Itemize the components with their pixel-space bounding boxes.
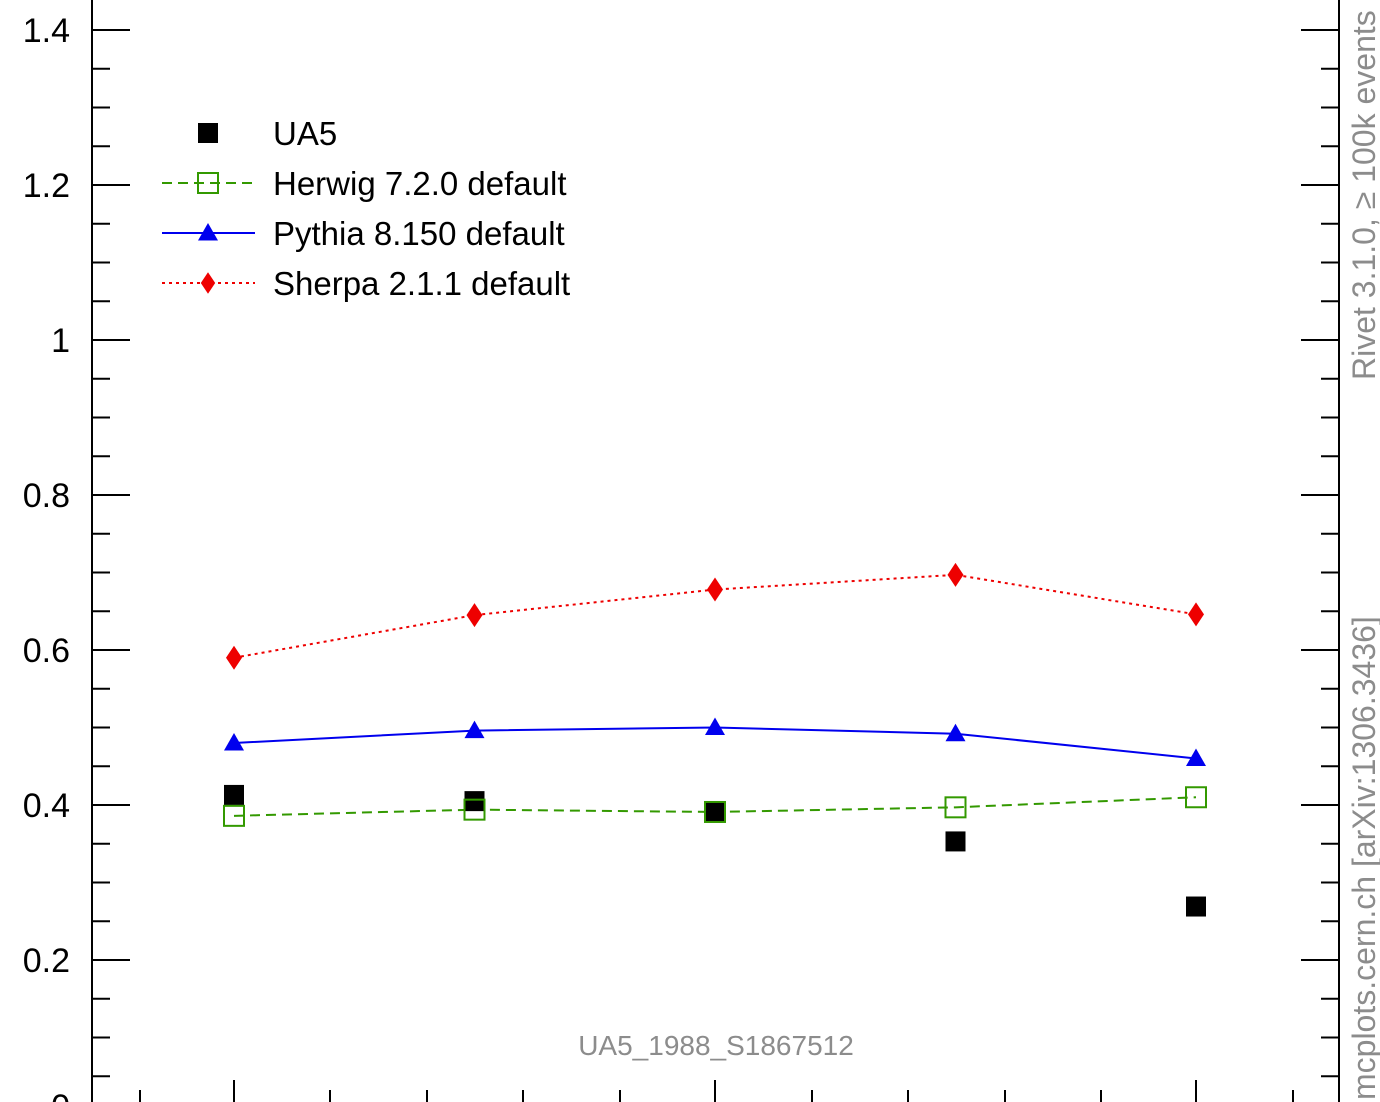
y-tick-label: 0.8 — [23, 477, 70, 515]
data-point-3-2 — [707, 577, 723, 602]
legend: UA5 Herwig 7.2.0 default Pythia 8.150 defa… — [162, 115, 570, 302]
data-point-1-4 — [1185, 786, 1207, 809]
data-point-2-4 — [1186, 748, 1206, 766]
data-point-3-1 — [466, 603, 483, 628]
side-text-bottom: mcplots.cern.ch [arXiv:1306.3436] — [1346, 616, 1380, 1100]
data-point-1-3-box — [944, 796, 967, 819]
legend-label-3: Sherpa 2.1.1 default — [273, 265, 570, 302]
data-point-1-0 — [223, 804, 245, 827]
y-tick-label: 0.6 — [23, 632, 70, 670]
y-ticks: 0.2 0.4 0.6 0.8 1 1.2 1.4 0 — [23, 12, 1339, 1102]
y-tick-label: 1.4 — [23, 12, 70, 50]
data-point-2-2 — [705, 717, 725, 735]
data-point-0-1 — [464, 791, 485, 812]
x-ticks — [139, 1080, 1294, 1102]
y-tick-label: 0.4 — [23, 787, 70, 825]
data-point-2-0 — [224, 733, 244, 751]
side-text-top: Rivet 3.1.0, ≥ 100k events — [1346, 10, 1380, 380]
plot-frame — [91, 0, 1340, 1102]
data-point-1-4-box — [1185, 786, 1207, 809]
data-point-2-1 — [464, 720, 485, 739]
data-point-1-0-box — [223, 804, 245, 827]
legend-marker-2 — [198, 223, 218, 241]
data-point-1-2 — [704, 800, 726, 823]
data-point-0-3 — [945, 831, 966, 852]
legend-label-2: Pythia 8.150 default — [273, 215, 565, 252]
legend-marker-1 — [197, 172, 219, 194]
data-point-0-4 — [1186, 896, 1206, 917]
legend-marker-0 — [198, 123, 218, 143]
legend-marker-3 — [200, 272, 216, 294]
y-tick-label: 0.2 — [23, 942, 70, 980]
y-tick-label: 1 — [51, 322, 70, 360]
legend-label-0: UA5 — [273, 115, 337, 152]
legend-label-1: Herwig 7.2.0 default — [273, 165, 567, 202]
data-point-1-3 — [944, 796, 967, 819]
y-tick-label: 1.2 — [23, 167, 70, 205]
data-point-2-3 — [945, 723, 966, 742]
series-layer — [223, 562, 1207, 917]
data-point-3-3 — [947, 562, 964, 587]
legend-marker-1-box — [197, 172, 219, 194]
data-point-1-1-box — [463, 798, 486, 821]
data-point-3-4 — [1188, 602, 1204, 627]
data-point-3-0 — [226, 645, 242, 670]
analysis-annotation: UA5_1988_S1867512 — [578, 1030, 854, 1061]
data-point-0-0 — [224, 784, 244, 805]
y-tick-label: 0 — [51, 1088, 70, 1102]
series-line-3 — [233, 573, 1197, 659]
data-point-1-2-box — [704, 800, 726, 823]
data-point-1-1 — [463, 798, 486, 821]
data-point-0-2 — [705, 801, 725, 822]
